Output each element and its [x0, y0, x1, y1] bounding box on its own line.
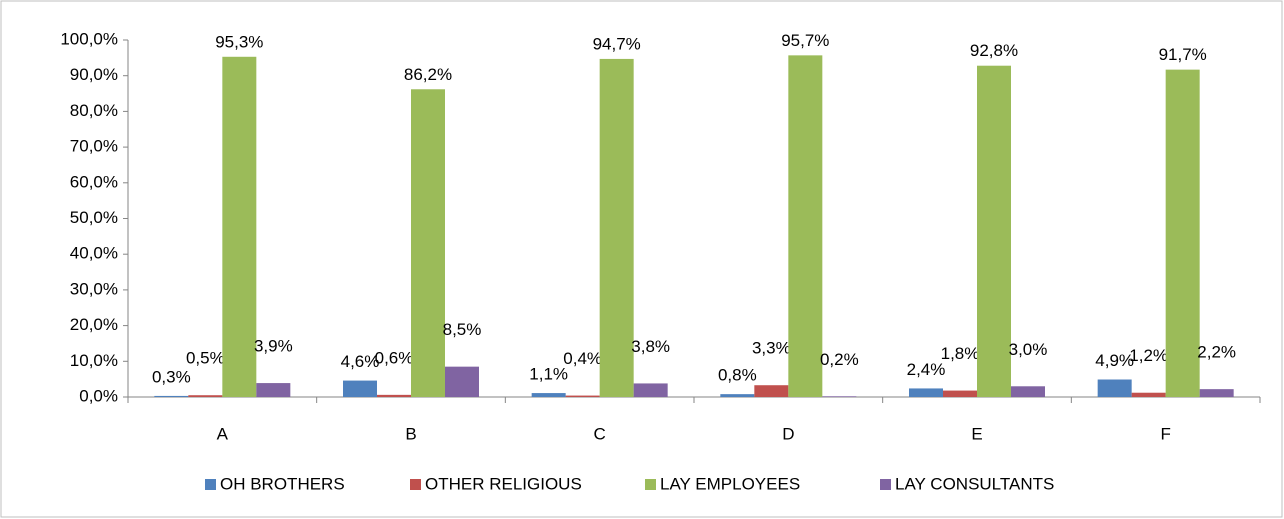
bar [377, 394, 411, 397]
bar [1165, 69, 1200, 398]
legend-label: OH BROTHERS [220, 474, 345, 493]
value-label: 86,2% [404, 65, 452, 84]
bar [531, 393, 566, 397]
y-tick-label: 80,0% [70, 101, 118, 120]
value-label: 3,9% [254, 337, 293, 356]
value-label: 0,5% [186, 349, 225, 368]
value-label: 4,6% [341, 352, 380, 371]
value-label: 3,3% [752, 339, 791, 358]
y-tick-label: 50,0% [70, 208, 118, 227]
x-tick-label: A [217, 424, 229, 443]
bar [222, 56, 257, 398]
bar [256, 383, 291, 397]
value-label: 0,6% [375, 348, 414, 367]
y-tick-label: 30,0% [70, 279, 118, 298]
value-label: 95,7% [781, 31, 829, 50]
value-label: 0,2% [820, 350, 859, 369]
x-tick-label: E [971, 424, 982, 443]
y-tick-label: 20,0% [70, 315, 118, 334]
value-label: 3,8% [631, 337, 670, 356]
bar [188, 395, 223, 397]
value-label: 8,5% [443, 320, 482, 339]
value-label: 0,8% [718, 366, 757, 385]
bar [977, 65, 1011, 397]
bar [154, 395, 189, 397]
x-tick-label: D [782, 424, 794, 443]
y-tick-label: 100,0% [60, 29, 118, 48]
y-tick-label: 0,0% [79, 386, 118, 405]
bar [788, 55, 823, 397]
bar [445, 366, 479, 397]
y-tick-label: 70,0% [70, 137, 118, 156]
legend-label: OTHER RELIGIOUS [425, 474, 582, 493]
value-label: 0,3% [152, 367, 191, 386]
value-label: 1,2% [1129, 346, 1168, 365]
bar [343, 380, 377, 397]
value-label: 4,9% [1095, 351, 1134, 370]
value-label: 0,4% [563, 349, 602, 368]
y-tick-label: 60,0% [70, 172, 118, 191]
bar [1199, 389, 1234, 397]
bar [1011, 386, 1045, 397]
x-tick-label: F [1160, 424, 1170, 443]
bar [565, 395, 600, 397]
legend-swatch [205, 479, 216, 490]
bar [1131, 392, 1166, 397]
value-label: 2,2% [1197, 343, 1236, 362]
y-tick-label: 40,0% [70, 244, 118, 263]
x-tick-label: B [405, 424, 416, 443]
bar [754, 385, 789, 397]
bar [822, 396, 857, 397]
bar [633, 383, 668, 397]
value-label: 92,8% [970, 41, 1018, 60]
legend-label: LAY CONSULTANTS [895, 474, 1054, 493]
legend-label: LAY EMPLOYEES [660, 474, 800, 493]
bar [411, 89, 445, 398]
legend-swatch [880, 479, 891, 490]
legend-swatch [410, 479, 421, 490]
bar [1097, 379, 1132, 397]
legend-swatch [645, 479, 656, 490]
y-tick-label: 10,0% [70, 351, 118, 370]
value-label: 3,0% [1009, 340, 1048, 359]
y-tick-label: 90,0% [70, 65, 118, 84]
bar [943, 390, 977, 397]
value-label: 94,7% [593, 34, 641, 53]
value-label: 95,3% [215, 32, 263, 51]
value-label: 1,8% [941, 344, 980, 363]
value-label: 1,1% [529, 365, 568, 384]
bar [720, 394, 755, 397]
bar [599, 58, 634, 398]
x-tick-label: C [594, 424, 606, 443]
value-label: 2,4% [907, 360, 946, 379]
bar [909, 388, 943, 397]
value-label: 91,7% [1159, 45, 1207, 64]
